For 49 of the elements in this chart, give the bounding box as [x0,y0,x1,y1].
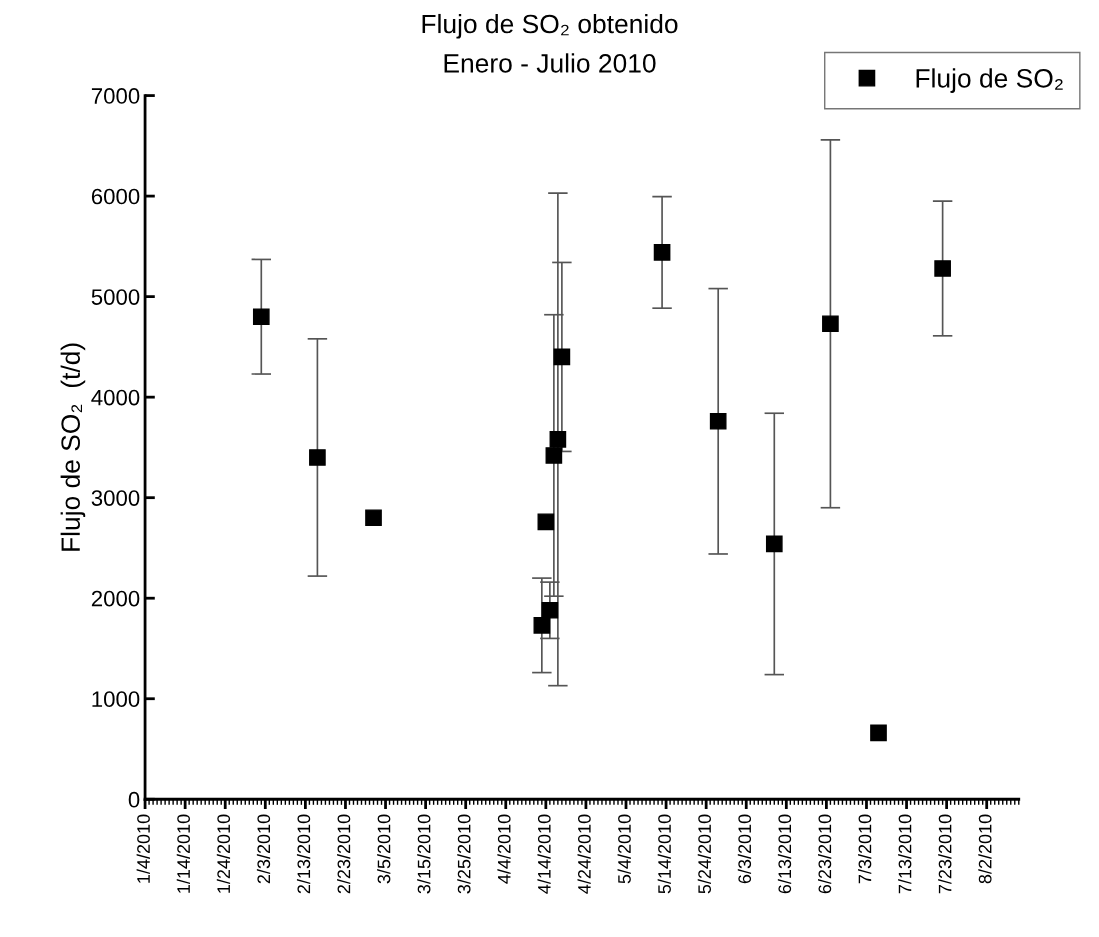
point [545,447,563,464]
point [653,244,671,261]
x-tick-label: 7/3/2010 [858,814,872,884]
point [533,617,551,634]
point [934,260,951,277]
y-tick-label: 5000 [91,289,140,305]
y-tick-label: 2000 [91,590,140,607]
point [709,412,727,430]
x-tick-label: 8/2/2010 [978,814,992,884]
x-tick-label: 2/23/2010 [337,814,351,894]
y-axis-title: Flujo de SO₂ (t/d) [60,343,86,551]
chart-subtitle: Enero - Julio 2010 [444,53,656,73]
x-tick-label: 5/24/2010 [697,814,712,894]
x-tick-label: 3/25/2010 [457,814,471,894]
x-tick-label: 2/13/2010 [296,814,311,894]
x-tick-label: 1/24/2010 [216,814,231,893]
x-tick-label: 1/14/2010 [176,814,190,893]
y-tick-label: 3000 [91,490,140,506]
x-tick-label: 4/24/2010 [577,814,591,894]
point [541,601,559,619]
x-tick-label: 2/3/2010 [256,814,271,884]
x-tick-label: 7/13/2010 [898,814,912,894]
x-tick-label: 4/14/2010 [537,814,551,894]
x-tick-label: 1/4/2010 [136,814,150,883]
y-tick-label: 6000 [91,188,140,205]
x-tick-label: 5/4/2010 [617,814,631,884]
x-tick-label: 4/4/2010 [497,814,511,884]
point [252,308,270,326]
x-tick-label: 3/5/2010 [377,814,391,884]
y-tick-label: 7000 [91,88,140,104]
point [549,431,567,448]
point [365,509,382,527]
x-tick-label: 6/13/2010 [777,814,792,894]
x-tick-label: 3/15/2010 [417,814,431,894]
point [553,348,571,366]
chart-title: Flujo de SO₂ obtenido [422,13,678,39]
point [870,724,887,742]
point [822,315,839,333]
legend-label: Flujo de SO₂ [916,68,1063,93]
x-tick-label: 6/23/2010 [817,814,832,894]
point [309,449,326,466]
y-tick-label: 0 [128,791,140,808]
point [765,535,783,553]
y-tick-label: 4000 [91,389,140,406]
y-tick-label: 1000 [92,691,140,708]
x-tick-label: 7/23/2010 [938,814,952,894]
point [537,513,555,531]
x-tick-label: 5/14/2010 [657,814,671,894]
x-tick-label: 6/3/2010 [737,814,752,884]
